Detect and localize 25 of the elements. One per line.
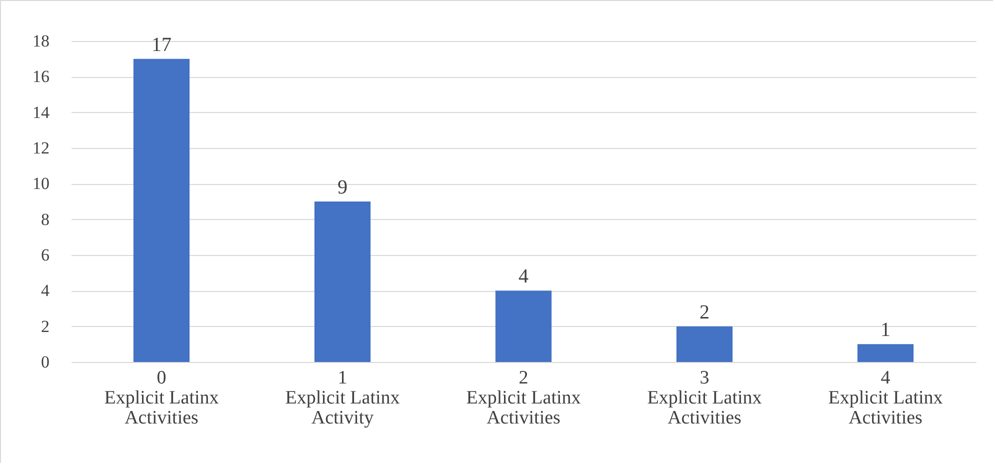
x-tick-label: 2 Explicit Latinx Activities [466,368,582,428]
y-tick-label: 12 [32,138,50,158]
y-tick-label: 18 [32,32,50,50]
y-tick-label: 8 [41,210,50,229]
y-tick-label: 16 [32,67,50,86]
x-tick-label: 3 Explicit Latinx Activities [647,368,762,428]
x-tick-label: 4 Explicit Latinx Activities [828,368,944,428]
x-tick-label: 1 Explicit Latinx Activity [285,368,400,428]
data-label: 1 [880,319,890,342]
bar [857,344,914,362]
bar [314,202,371,362]
data-label: 4 [518,266,528,288]
y-tick-label: 14 [32,102,50,122]
y-tick-label: 2 [41,316,50,336]
data-label: 17 [152,34,172,56]
bar [676,326,733,362]
data-label: 9 [338,176,348,198]
x-tick-label: 0 Explicit Latinx Activities [104,368,220,428]
bar [495,290,552,362]
y-tick-label: 10 [32,174,50,194]
y-tick-label: 4 [41,281,50,300]
y-tick-label: 6 [41,246,50,264]
y-tick-label: 0 [41,352,50,372]
data-label: 2 [700,301,710,324]
bar [133,58,190,362]
